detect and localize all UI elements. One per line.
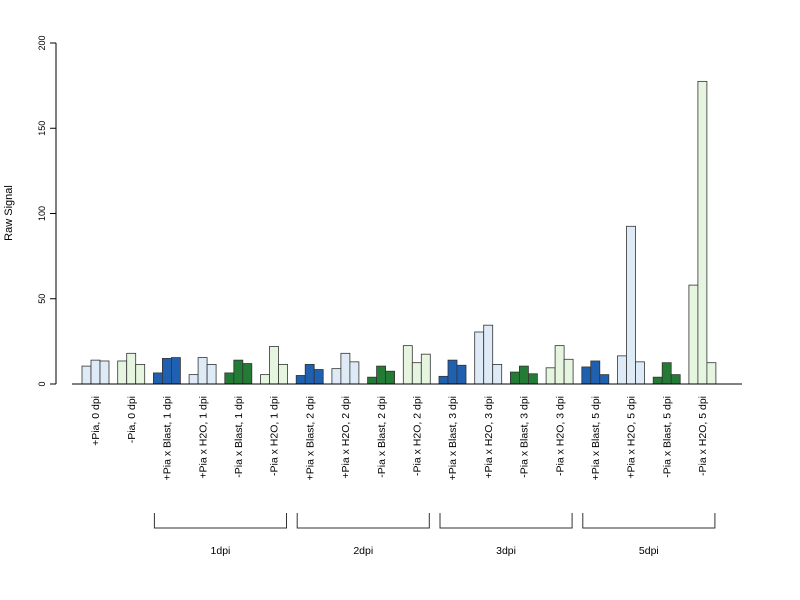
bar [126,352,137,385]
bar [135,363,146,385]
bar [447,359,458,385]
bar [590,360,601,385]
bar [340,352,351,385]
x-category-label: +Pia x Blast, 1 dpi [162,396,174,480]
bar [349,361,360,385]
bar [152,372,163,385]
bar [81,365,92,385]
bar [331,368,342,385]
bar [509,371,520,385]
bar [563,358,574,385]
x-category-label: +Pia x Blast, 2 dpi [304,396,316,480]
group-bracket [582,513,716,529]
bar [617,355,627,385]
x-category-label: +Pia x H2O, 3 dpi [483,396,495,479]
bar [411,362,422,385]
bar [269,346,279,385]
y-tick-label: 200 [37,35,47,50]
bar [483,324,494,385]
group-label: 2dpi [353,545,373,557]
y-tick-label: 50 [37,294,47,304]
bar [242,363,253,385]
bar [367,376,378,385]
bar [599,374,610,385]
y-tick-label: 150 [37,121,47,136]
x-category-label: -Pia x Blast, 5 dpi [661,396,673,478]
x-category-label: -Pia x H2O, 5 dpi [697,396,709,476]
group-bracket [296,513,430,529]
bar [652,376,663,385]
x-category-label: -Pia x H2O, 2 dpi [411,396,423,476]
bar [376,365,387,385]
bar [528,373,538,385]
bar [385,370,396,385]
bar [545,367,556,385]
bar [117,360,128,385]
x-category-label: +Pia x H2O, 5 dpi [626,396,638,479]
y-tick-label: 100 [37,206,47,221]
bar [295,375,306,385]
x-category-label: +Pia x Blast, 5 dpi [590,396,602,480]
group-label: 1dpi [211,545,231,557]
x-category-label: -Pia x H2O, 3 dpi [554,396,566,476]
bar [456,364,467,385]
bar [688,284,699,385]
y-axis-label: Raw Signal [3,185,15,241]
bar [170,357,181,385]
bar [492,363,503,385]
x-category-label: +Pia x H2O, 2 dpi [340,396,352,479]
bar [90,359,101,385]
group-bracket [439,513,573,529]
group-bracket [153,513,287,529]
bar [706,362,717,385]
bar [519,365,529,385]
group-brackets: 1dpi 2dpi 3dpi 5dpi [153,513,716,557]
group-label: 3dpi [496,545,516,557]
x-category-label: +Pia x H2O, 1 dpi [197,396,209,479]
bar [554,345,565,385]
x-category-label: +Pia, 0 dpi [90,396,102,446]
bar [260,374,270,385]
bars-layer [81,80,717,385]
bar [626,225,636,385]
x-category-label: -Pia, 0 dpi [126,396,138,443]
bar [233,359,244,385]
y-tick-label: 0 [37,381,47,386]
bar [313,369,324,385]
group-label: 5dpi [639,545,659,557]
bar [161,358,172,385]
x-category-label: -Pia x H2O, 1 dpi [269,396,281,476]
x-category-label: -Pia x Blast, 3 dpi [519,396,531,478]
bar [188,374,199,385]
bar [474,331,485,385]
bar [661,362,672,385]
x-category-label: +Pia x Blast, 3 dpi [447,396,459,480]
x-category-label: -Pia x Blast, 2 dpi [376,396,388,478]
bar [635,361,645,385]
bar [438,375,449,385]
bar [420,353,431,385]
bar [278,363,288,385]
bar [402,345,413,385]
bar [197,357,208,385]
category-labels: +Pia, 0 dpi -Pia, 0 dpi +Pia x Blast, 1 dp… [90,396,709,480]
bar [581,366,592,385]
bar [304,363,315,385]
bar [206,363,217,385]
bar [99,360,110,385]
y-axis: 0 50 100 150 200 [37,35,57,387]
x-category-label: -Pia x Blast, 1 dpi [233,396,245,478]
bar [670,374,681,385]
bar [697,80,708,385]
bar [224,372,235,385]
